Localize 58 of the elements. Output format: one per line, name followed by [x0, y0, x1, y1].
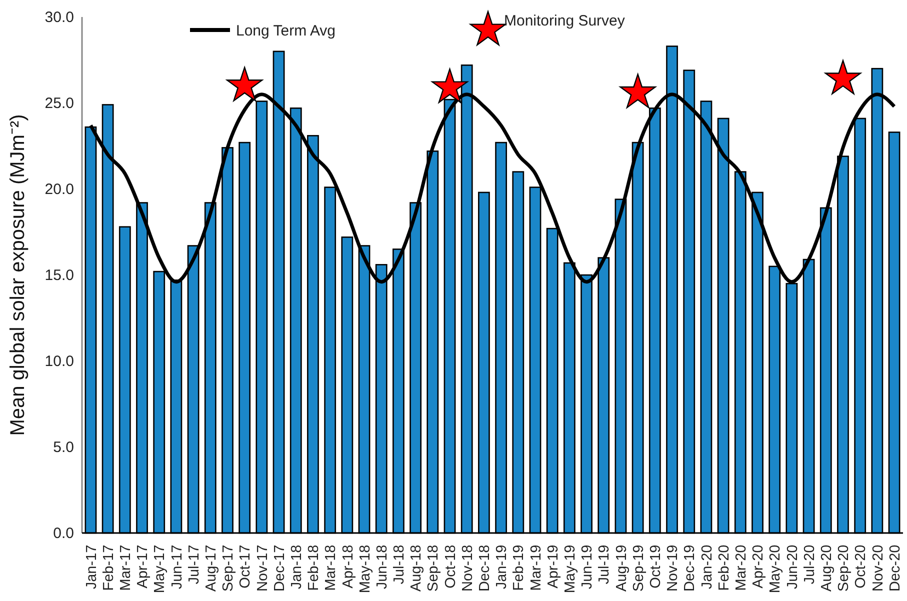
y-tick-label: 0.0	[53, 524, 74, 542]
y-axis-title: Mean global solar exposure (MJm⁻²)	[7, 114, 29, 436]
y-tick-label: 15.0	[44, 266, 74, 284]
x-tick-label: Aug-19	[614, 544, 630, 592]
legend-label: Monitoring Survey	[504, 12, 626, 30]
x-tick-label: May-17	[152, 544, 168, 594]
x-tick-label: Feb-20	[716, 544, 732, 591]
x-tick-label: Jan-20	[699, 544, 716, 590]
x-tick-label: Jul-20	[802, 544, 818, 584]
x-tick-label: Oct-18	[442, 544, 459, 588]
y-tick-label: 20.0	[44, 180, 74, 198]
x-tick-label: Jul-18	[392, 544, 408, 584]
x-tick-label: Mar-19	[528, 544, 544, 591]
x-tick-label: Sep-20	[836, 544, 852, 592]
x-tick-label: Nov-20	[870, 544, 886, 592]
x-tick-label: Jun-19	[580, 544, 596, 590]
x-tick-label: Feb-17	[100, 544, 117, 591]
y-tick-label: 25.0	[44, 94, 74, 112]
x-tick-label: Feb-19	[511, 544, 528, 591]
y-tick-label: 5.0	[53, 438, 74, 456]
x-tick-label: Mar-18	[323, 544, 340, 591]
x-tick-label: Jun-17	[169, 544, 186, 590]
x-tick-label: Mar-17	[118, 544, 134, 591]
x-tick-label: Aug-17	[203, 544, 220, 592]
x-tick-label: May-19	[562, 544, 579, 594]
x-tick-label: Jan-19	[494, 544, 510, 590]
x-tick-label: Mar-20	[733, 544, 750, 591]
x-tick-label: Nov-19	[665, 544, 682, 592]
x-tick-label: Dec-20	[887, 544, 904, 592]
x-tick-label: Nov-18	[460, 544, 476, 592]
y-tick-label: 30.0	[44, 8, 74, 26]
x-tick-label: Oct-17	[238, 544, 254, 588]
x-tick-label: Apr-17	[135, 544, 152, 588]
x-tick-label: Oct-19	[648, 544, 664, 588]
x-tick-label: Dec-18	[477, 544, 494, 592]
x-tick-label: Jun-18	[374, 544, 390, 590]
x-tick-label: Jan-17	[84, 544, 100, 590]
x-tick-label: May-18	[357, 544, 374, 594]
x-tick-label: Sep-18	[426, 544, 442, 592]
x-tick-label: Apr-20	[750, 544, 767, 588]
x-tick-label: Aug-20	[818, 544, 835, 592]
x-tick-label: Jan-18	[288, 544, 305, 590]
x-tick-label: Jun-20	[784, 544, 801, 590]
legend-label: Long Term Avg	[236, 22, 336, 40]
x-tick-label: Apr-18	[340, 544, 356, 588]
x-tick-label: Dec-17	[272, 544, 288, 592]
x-tick-label: Apr-19	[545, 544, 562, 588]
x-tick-label: Jul-19	[596, 544, 613, 584]
x-tick-label: Sep-17	[220, 544, 237, 592]
x-tick-label: Sep-19	[630, 544, 647, 592]
x-tick-label: Dec-19	[682, 544, 698, 592]
x-tick-label: Aug-18	[408, 544, 425, 592]
x-tick-label: May-20	[768, 544, 784, 594]
x-tick-label: Oct-20	[853, 544, 870, 588]
y-tick-label: 10.0	[44, 352, 74, 370]
x-tick-label: Jul-17	[186, 544, 202, 584]
x-tick-label: Feb-18	[306, 544, 322, 591]
x-tick-label: Nov-17	[254, 544, 271, 592]
